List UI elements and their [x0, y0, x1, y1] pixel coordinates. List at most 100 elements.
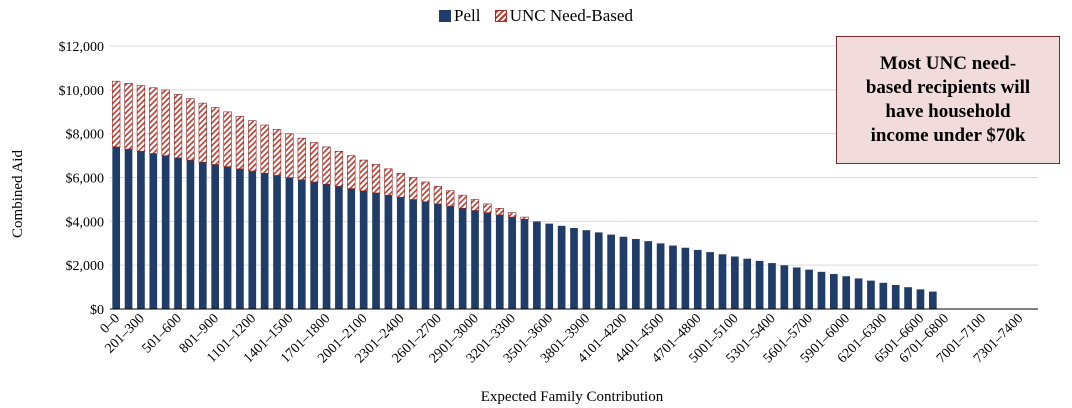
- bar-pell: [731, 256, 739, 309]
- bar-pell: [805, 269, 813, 309]
- callout-line: Most UNC need-: [879, 53, 1017, 74]
- bar-pell: [471, 210, 479, 309]
- callout-line: based recipients will: [865, 77, 1031, 98]
- bar-pell: [854, 278, 863, 309]
- bar-pell: [545, 223, 554, 309]
- bar-pell: [409, 199, 417, 309]
- bar-pell: [681, 247, 690, 309]
- bar-pell: [607, 234, 615, 309]
- bar-unc-need-based: [235, 115, 245, 170]
- chart-legend: Pell UNC Need-Based: [0, 5, 1072, 26]
- bar-pell: [557, 225, 566, 309]
- bar-pell: [112, 146, 121, 309]
- legend-label-unc: UNC Need-Based: [509, 6, 633, 26]
- legend-swatch-pell: [439, 10, 452, 23]
- bar-pell: [842, 276, 851, 309]
- bar-pell: [916, 289, 925, 309]
- bar-pell: [520, 219, 529, 309]
- bar-unc-need-based: [272, 129, 282, 176]
- bar-pell: [879, 282, 888, 309]
- bar-pell: [198, 162, 207, 309]
- bar-unc-need-based: [421, 181, 430, 203]
- callout-text: Most UNC need- based recipients will hav…: [866, 52, 1030, 148]
- bar-unc-need-based: [260, 124, 269, 174]
- bar-unc-need-based: [371, 164, 381, 194]
- bar-pell: [446, 206, 455, 309]
- bar-pell: [508, 217, 516, 309]
- bar-pell: [656, 243, 665, 309]
- bar-pell: [693, 249, 702, 309]
- bar-pell: [891, 285, 900, 309]
- legend-item-unc: UNC Need-Based: [494, 6, 633, 26]
- bar-unc-need-based: [495, 207, 504, 216]
- bar-pell: [644, 241, 653, 309]
- bar-pell: [421, 201, 430, 309]
- bar-unc-need-based: [285, 133, 294, 178]
- bar-pell: [322, 184, 331, 309]
- y-tick-label: $2,000: [66, 259, 105, 274]
- bar-unc-need-based: [359, 159, 368, 192]
- y-tick-label: $8,000: [66, 128, 105, 143]
- bar-pell: [359, 190, 368, 309]
- bar-unc-need-based: [112, 80, 121, 148]
- bar-unc-need-based: [470, 199, 480, 211]
- bar-pell: [792, 267, 801, 309]
- bar-pell: [669, 245, 677, 309]
- bar-unc-need-based: [322, 146, 331, 185]
- bar-unc-need-based: [248, 120, 257, 172]
- bar-pell: [570, 228, 578, 309]
- bar-unc-need-based: [136, 85, 146, 152]
- bar-pell: [310, 181, 318, 309]
- bar-pell: [149, 153, 158, 309]
- bar-unc-need-based: [198, 102, 207, 163]
- bar-pell: [483, 212, 492, 309]
- bar-unc-need-based: [396, 172, 405, 198]
- bar-pell: [780, 265, 789, 309]
- y-tick-label: $6,000: [66, 172, 105, 187]
- bar-pell: [186, 160, 195, 309]
- bar-pell: [458, 208, 467, 309]
- x-tick-label: 501–600: [140, 311, 185, 356]
- bar-pell: [285, 177, 294, 309]
- bar-pell: [928, 291, 937, 309]
- bar-pell: [706, 252, 714, 309]
- bar-pell: [335, 186, 343, 309]
- bar-pell: [594, 232, 603, 309]
- bar-unc-need-based: [149, 87, 158, 154]
- bar-pell: [297, 179, 306, 309]
- bar-unc-need-based: [223, 111, 232, 167]
- bars: [112, 80, 937, 309]
- bar-unc-need-based: [433, 186, 443, 205]
- bar-pell: [211, 164, 220, 309]
- bar-pell: [743, 258, 752, 309]
- y-tick-label: $12,000: [59, 40, 105, 55]
- callout-box: Most UNC need- based recipients will hav…: [836, 36, 1060, 164]
- y-axis-title: Combined Aid: [10, 150, 26, 238]
- bar-pell: [223, 166, 232, 309]
- bar-pell: [495, 214, 504, 309]
- bar-unc-need-based: [310, 142, 319, 183]
- bar-pell: [396, 197, 405, 309]
- callout-line: income under $70k: [870, 125, 1026, 146]
- bar-pell: [384, 195, 393, 309]
- bar-pell: [619, 236, 628, 309]
- bar-pell: [236, 168, 244, 309]
- y-tick-label: $0: [90, 303, 104, 318]
- bar-pell: [817, 271, 826, 309]
- bar-unc-need-based: [173, 94, 183, 159]
- bar-unc-need-based: [409, 177, 418, 200]
- legend-item-pell: Pell: [439, 6, 480, 26]
- bar-pell: [718, 254, 727, 309]
- callout-line: have household: [885, 101, 1011, 122]
- bar-pell: [174, 157, 182, 309]
- legend-label-pell: Pell: [454, 6, 481, 26]
- bar-unc-need-based: [507, 212, 517, 218]
- bar-pell: [124, 149, 133, 309]
- bar-pell: [248, 171, 257, 309]
- bar-pell: [137, 151, 145, 309]
- x-axis-title: Expected Family Contribution: [481, 389, 664, 405]
- y-tick-label: $10,000: [59, 84, 105, 99]
- bar-unc-need-based: [186, 98, 195, 161]
- bar-pell: [768, 263, 776, 309]
